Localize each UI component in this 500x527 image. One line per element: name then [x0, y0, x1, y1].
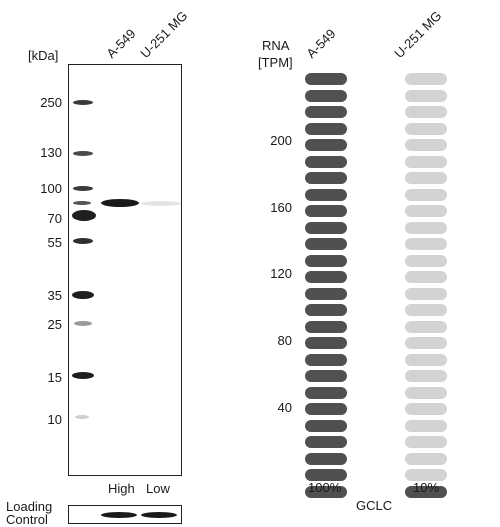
- ladder-band-35: [72, 291, 94, 299]
- rna-segment-a549: [305, 271, 347, 283]
- kda-marker-35: 35: [47, 288, 62, 303]
- rna-segment-u251mg: [405, 320, 447, 333]
- rna-segment-a549: [305, 386, 347, 399]
- rna-segment-a549: [305, 353, 347, 366]
- rna-segment-u251mg: [405, 89, 447, 102]
- rna-segment-a549: [305, 304, 347, 316]
- rna-segment-u251mg: [405, 73, 447, 85]
- kda-marker-70: 70: [47, 211, 62, 226]
- rna-segment-u251mg: [405, 205, 447, 217]
- kda-marker-15: 15: [47, 370, 62, 385]
- rna-segment-u251mg: [405, 254, 447, 267]
- ladder-band-130: [73, 151, 93, 156]
- rna-segment-u251mg: [405, 469, 447, 481]
- loading-control-label-line1: Loading: [6, 499, 53, 514]
- rna-segment-a549: [305, 73, 347, 85]
- rna-segment-u251mg: [405, 106, 447, 118]
- rna-segment-a549: [305, 122, 347, 135]
- rna-header-line1: RNA: [262, 38, 290, 53]
- rna-segment-u251mg: [405, 172, 447, 184]
- ladder-band-70: [72, 210, 96, 221]
- kda-marker-labels: 250 130 100 70 55 35 25 15 10: [20, 0, 62, 526]
- rna-segment-a549: [305, 469, 347, 481]
- rna-segment-u251mg: [405, 188, 447, 201]
- rna-segment-a549: [305, 320, 347, 333]
- rna-segment-a549: [305, 221, 347, 234]
- rna-bar-u251mg: [405, 0, 447, 526]
- rna-segment-u251mg: [405, 122, 447, 135]
- rna-segment-u251mg: [405, 155, 447, 168]
- rna-percent-u251mg: 10%: [413, 480, 440, 495]
- ladder-band-250: [73, 100, 93, 105]
- rna-ytick-80: 80: [277, 333, 292, 348]
- rna-segment-u251mg: [405, 304, 447, 316]
- rna-segment-u251mg: [405, 403, 447, 415]
- rna-segment-u251mg: [405, 436, 447, 448]
- rna-segment-u251mg: [405, 370, 447, 382]
- rna-segment-u251mg: [405, 271, 447, 283]
- rna-segment-u251mg: [405, 386, 447, 399]
- expression-label-low: Low: [146, 481, 170, 496]
- rna-ytick-160: 160: [270, 200, 292, 215]
- sample-band-u251mg: [141, 201, 181, 206]
- rna-ytick-40: 40: [277, 400, 292, 415]
- rna-segment-a549: [305, 106, 347, 118]
- rna-percent-a549: 100%: [308, 480, 342, 495]
- western-blot-image: [68, 64, 182, 476]
- rna-segment-a549: [305, 155, 347, 168]
- rna-segment-a549: [305, 370, 347, 382]
- ladder-band-25: [74, 321, 92, 326]
- ladder-band-10: [75, 415, 89, 419]
- rna-segment-a549: [305, 452, 347, 465]
- rna-segment-a549: [305, 254, 347, 267]
- rna-segment-a549: [305, 337, 347, 349]
- rna-segment-a549: [305, 89, 347, 102]
- rna-segment-u251mg: [405, 419, 447, 432]
- rna-segment-a549: [305, 436, 347, 448]
- rna-segment-a549: [305, 172, 347, 184]
- rna-segment-u251mg: [405, 485, 447, 498]
- kda-marker-100: 100: [40, 181, 62, 196]
- sample-band-a549: [101, 199, 139, 207]
- rna-segment-u251mg: [405, 221, 447, 234]
- loading-control-label-line2: Control: [6, 512, 48, 527]
- kda-marker-130: 130: [40, 145, 62, 160]
- rna-ytick-200: 200: [270, 133, 292, 148]
- loading-band-a549: [101, 512, 137, 518]
- rna-segment-a549: [305, 419, 347, 432]
- rna-segment-u251mg: [405, 353, 447, 366]
- rna-segment-u251mg: [405, 337, 447, 349]
- rna-segment-u251mg: [405, 139, 447, 151]
- rna-segment-a549: [305, 485, 347, 498]
- kda-marker-250: 250: [40, 95, 62, 110]
- ladder-band-100: [73, 186, 93, 191]
- lane-label-u251mg: U-251 MG: [137, 7, 191, 61]
- kda-unit-label: [kDa]: [28, 48, 59, 63]
- rna-segment-a549: [305, 403, 347, 415]
- rna-segment-a549: [305, 139, 347, 151]
- kda-marker-10: 10: [47, 412, 62, 427]
- gene-name: GCLC: [356, 498, 393, 513]
- expression-label-high: High: [108, 481, 135, 496]
- rna-segment-a549: [305, 205, 347, 217]
- rna-segment-u251mg: [405, 238, 447, 250]
- ladder-band-15: [72, 372, 94, 379]
- rna-segment-u251mg: [405, 452, 447, 465]
- rna-segment-a549: [305, 238, 347, 250]
- rna-header-line2: [TPM]: [258, 55, 293, 70]
- rna-segment-u251mg: [405, 287, 447, 300]
- rna-segment-a549: [305, 287, 347, 300]
- kda-marker-55: 55: [47, 235, 62, 250]
- loading-band-u251mg: [141, 512, 177, 518]
- ladder-band-85: [73, 201, 91, 205]
- kda-marker-25: 25: [47, 317, 62, 332]
- rna-bar-a549: [305, 0, 347, 526]
- lane-label-a549: A-549: [103, 25, 139, 61]
- rna-segment-a549: [305, 188, 347, 201]
- loading-control-blot: [68, 505, 182, 524]
- rna-ytick-120: 120: [270, 266, 292, 281]
- ladder-band-55: [73, 238, 93, 244]
